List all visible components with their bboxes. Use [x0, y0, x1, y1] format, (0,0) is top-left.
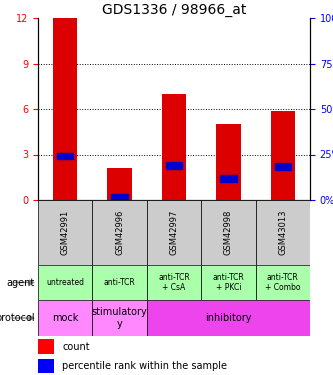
Bar [92, 200, 147, 265]
Text: anti-TCR
+ CsA: anti-TCR + CsA [158, 273, 190, 292]
Bar [162, 94, 186, 200]
Bar [112, 194, 128, 200]
Text: stimulatory
y: stimulatory y [92, 307, 148, 329]
Text: GSM42991: GSM42991 [61, 210, 70, 255]
Bar [38, 359, 54, 373]
Bar [256, 265, 310, 300]
Bar [147, 200, 201, 265]
Bar [256, 200, 310, 265]
Bar [38, 200, 92, 265]
Text: anti-TCR
+ Combo: anti-TCR + Combo [265, 273, 301, 292]
Bar [38, 265, 92, 300]
Text: protocol: protocol [0, 313, 35, 323]
Bar [220, 176, 236, 182]
Bar [147, 265, 201, 300]
Bar [216, 124, 241, 200]
Text: GSM42997: GSM42997 [169, 210, 178, 255]
Bar [147, 300, 310, 336]
Bar [38, 339, 54, 354]
Bar [92, 265, 147, 300]
Bar [53, 18, 78, 200]
Bar [201, 265, 256, 300]
Text: inhibitory: inhibitory [205, 313, 252, 323]
Bar [38, 300, 92, 336]
Text: GSM42998: GSM42998 [224, 210, 233, 255]
Text: anti-TCR: anti-TCR [104, 278, 136, 287]
Text: anti-TCR
+ PKCi: anti-TCR + PKCi [212, 273, 244, 292]
Text: GSM42996: GSM42996 [115, 210, 124, 255]
Bar [107, 168, 132, 200]
Bar [270, 111, 295, 200]
Bar [201, 200, 256, 265]
Bar [92, 300, 147, 336]
Text: percentile rank within the sample: percentile rank within the sample [63, 361, 227, 371]
Title: GDS1336 / 98966_at: GDS1336 / 98966_at [102, 3, 246, 17]
Bar [275, 163, 291, 170]
Text: count: count [63, 342, 90, 351]
Bar [57, 153, 73, 159]
Text: untreated: untreated [46, 278, 84, 287]
Bar [166, 162, 182, 168]
Text: GSM43013: GSM43013 [278, 210, 287, 255]
Text: agent: agent [6, 278, 35, 288]
Text: mock: mock [52, 313, 78, 323]
